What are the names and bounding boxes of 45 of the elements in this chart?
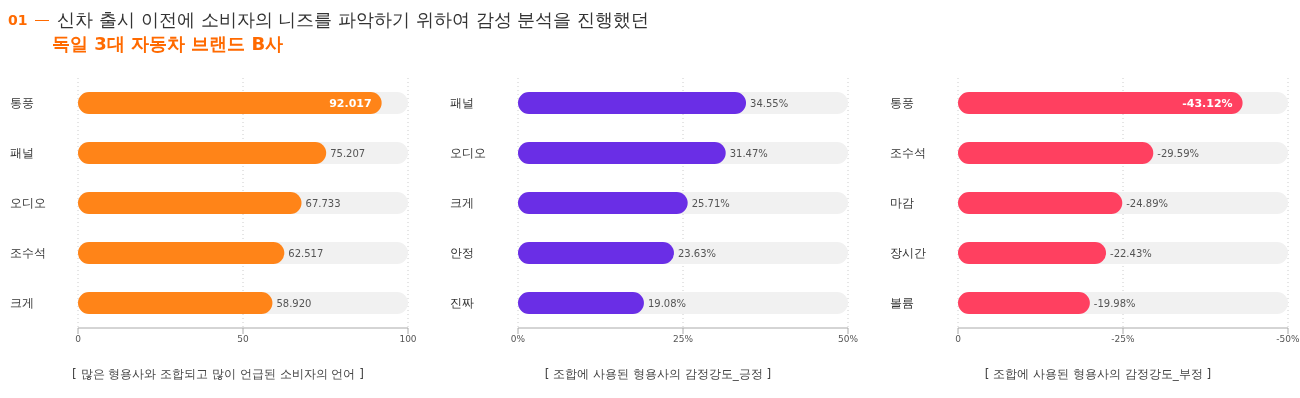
data-label: 92.017 xyxy=(329,96,372,110)
y-tick-label: 크게 xyxy=(450,196,474,211)
y-tick-label: 조수석 xyxy=(10,246,46,261)
y-tick-label: 장시간 xyxy=(890,246,926,261)
y-tick-label: 오디오 xyxy=(450,146,486,161)
text: 01 xyxy=(8,12,28,28)
y-tick-label: 통풍 xyxy=(10,96,34,111)
y-tick-label: 볼륨 xyxy=(890,296,914,311)
data-label: 62.517 xyxy=(288,247,324,259)
x-tick-label: -25% xyxy=(1111,334,1136,345)
x-tick-label: 0 xyxy=(955,334,962,345)
x-tick-label: 0% xyxy=(510,334,526,345)
y-tick-label: 패널 xyxy=(450,96,474,111)
x-tick-label: 100 xyxy=(399,334,417,345)
x-axis-title: [ 조합에 사용된 형용사의 감정강도_긍정 ] xyxy=(543,366,773,383)
data-label: 25.71% xyxy=(691,197,730,209)
y-tick-label: 통풍 xyxy=(890,96,914,111)
data-label: 23.63% xyxy=(677,247,717,259)
chart-subtitle: 독일 3대 자동차 브랜드 B사 xyxy=(52,32,284,56)
y-tick-label: 조수석 xyxy=(890,146,926,161)
x-tick-label: 25% xyxy=(672,334,694,345)
data-label: 34.55% xyxy=(750,97,789,109)
x-tick-label: -50% xyxy=(1276,334,1300,345)
x-tick-label: 0 xyxy=(75,334,82,345)
y-tick-label: 진짜 xyxy=(450,296,474,311)
data-label: -22.43% xyxy=(1110,247,1152,259)
x-axis-title: [ 조합에 사용된 형용사의 감정강도_부정 ] xyxy=(983,366,1213,383)
data-label: 31.47% xyxy=(729,147,768,159)
y-tick-label: 크게 xyxy=(10,296,34,311)
y-tick-label: 마감 xyxy=(890,196,914,211)
data-label: -43.12% xyxy=(1182,96,1233,110)
chart-title: 신차 출시 이전에 소비자의 니즈를 파악하기 위하여 감성 분석을 진행했던 xyxy=(57,8,649,32)
x-tick-label: 50 xyxy=(237,334,249,345)
data-label: 58.920 xyxy=(276,297,312,309)
y-tick-label: 안정 xyxy=(450,246,474,261)
data-label: -24.89% xyxy=(1126,197,1169,209)
x-axis-title: [ 많은 형용사와 조합되고 많이 언급된 소비자의 언어 ] xyxy=(71,366,365,383)
y-tick-label: 패널 xyxy=(10,146,34,161)
data-label: 67.733 xyxy=(305,197,341,209)
y-tick-label: 오디오 xyxy=(10,196,46,211)
data-label: 75.207 xyxy=(330,147,366,159)
data-label: 19.08% xyxy=(647,297,687,309)
data-label: -29.59% xyxy=(1157,147,1200,159)
x-tick-label: 50% xyxy=(837,334,859,345)
data-label: -19.98% xyxy=(1093,297,1136,309)
